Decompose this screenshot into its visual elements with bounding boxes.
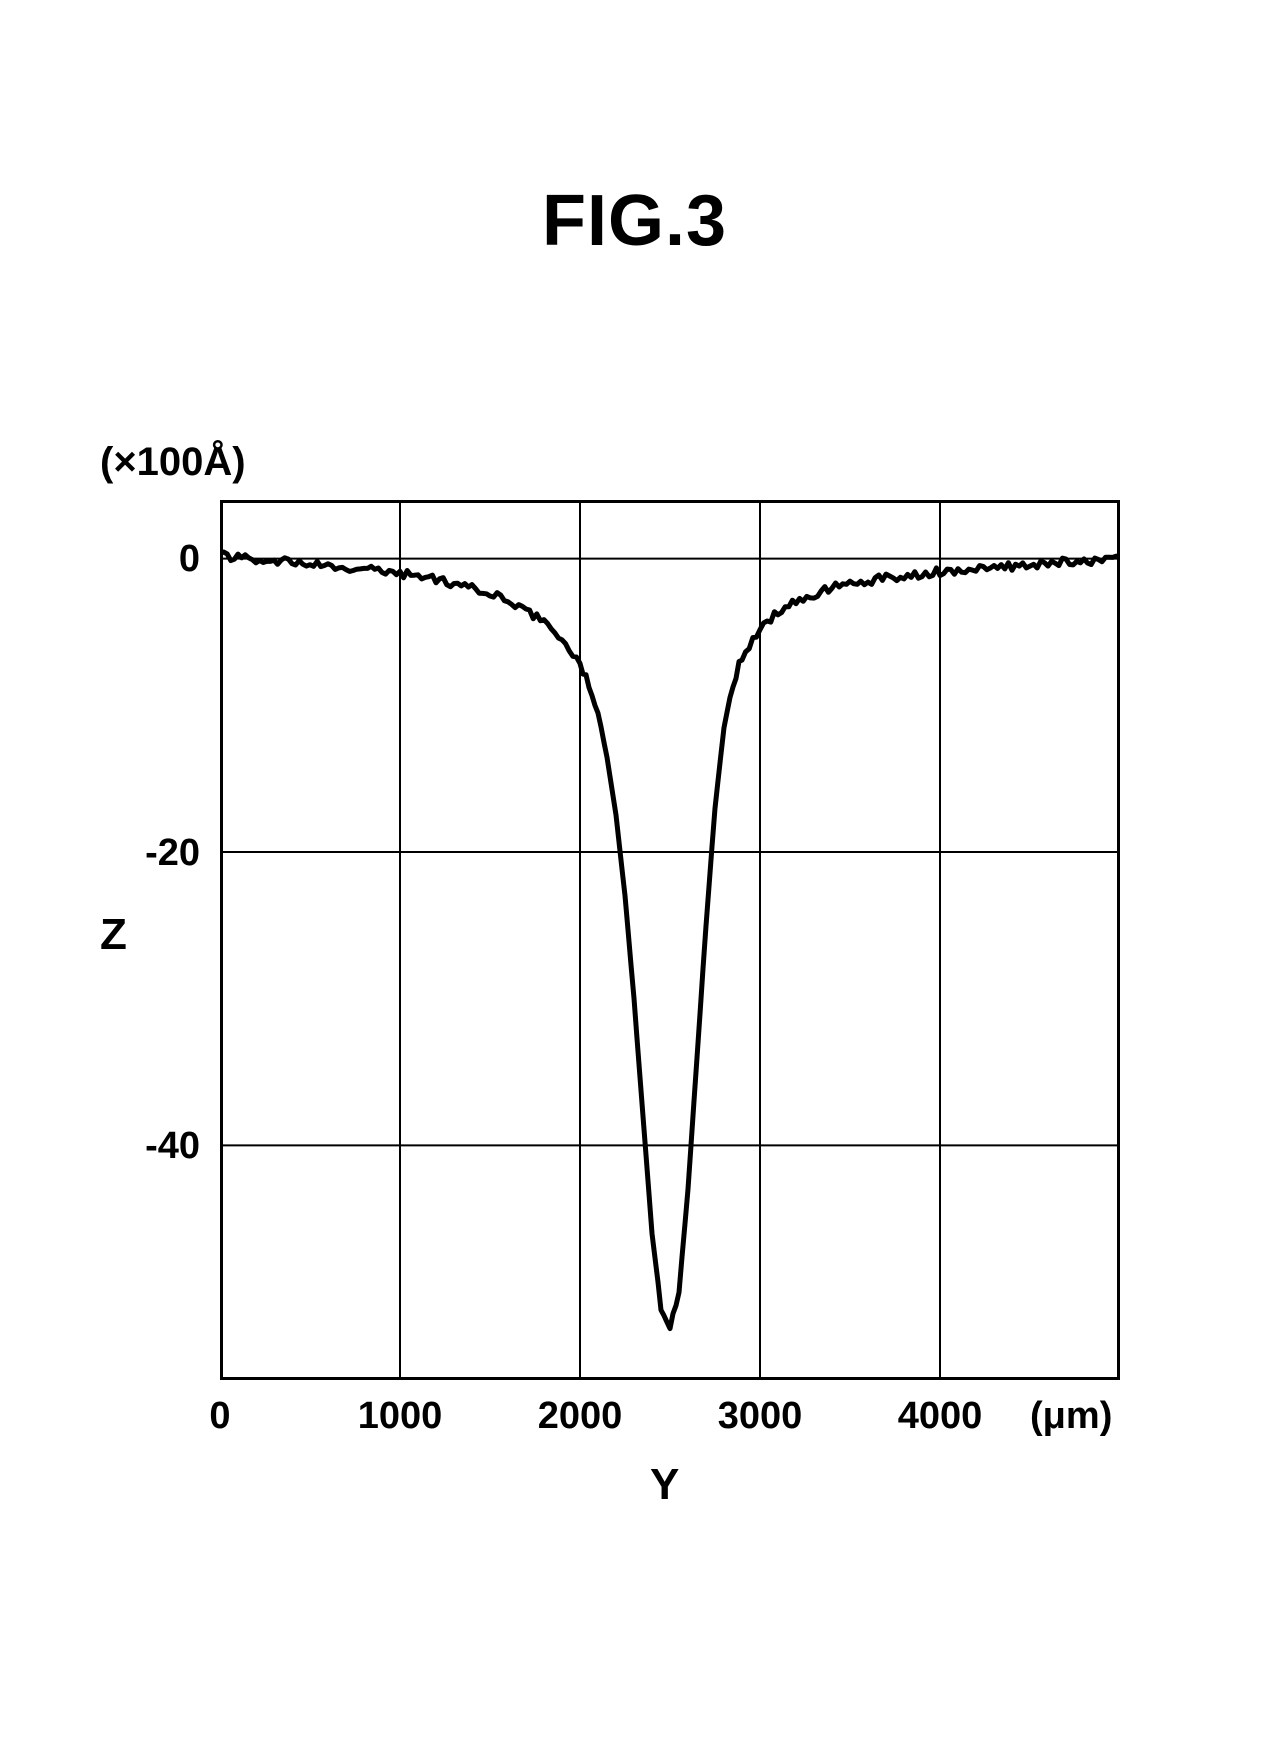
- x-tick-1: 1000: [350, 1395, 450, 1438]
- y-tick-1: -20: [110, 832, 200, 875]
- chart-plot: [220, 500, 1120, 1380]
- x-tick-0: 0: [195, 1395, 245, 1438]
- y-axis-unit: (×100Å): [100, 440, 246, 485]
- x-axis-unit: (μm): [1030, 1395, 1112, 1438]
- page-container: FIG.3 (×100Å) Z 0 -20 -40 0 1000 2000 30…: [0, 0, 1269, 1764]
- figure-title: FIG.3: [0, 180, 1269, 262]
- x-tick-2: 2000: [530, 1395, 630, 1438]
- x-tick-3: 3000: [710, 1395, 810, 1438]
- x-tick-4: 4000: [890, 1395, 990, 1438]
- y-tick-0: 0: [110, 538, 200, 581]
- y-axis-label: Z: [100, 910, 127, 960]
- y-tick-2: -40: [110, 1125, 200, 1168]
- x-axis-label: Y: [650, 1460, 679, 1510]
